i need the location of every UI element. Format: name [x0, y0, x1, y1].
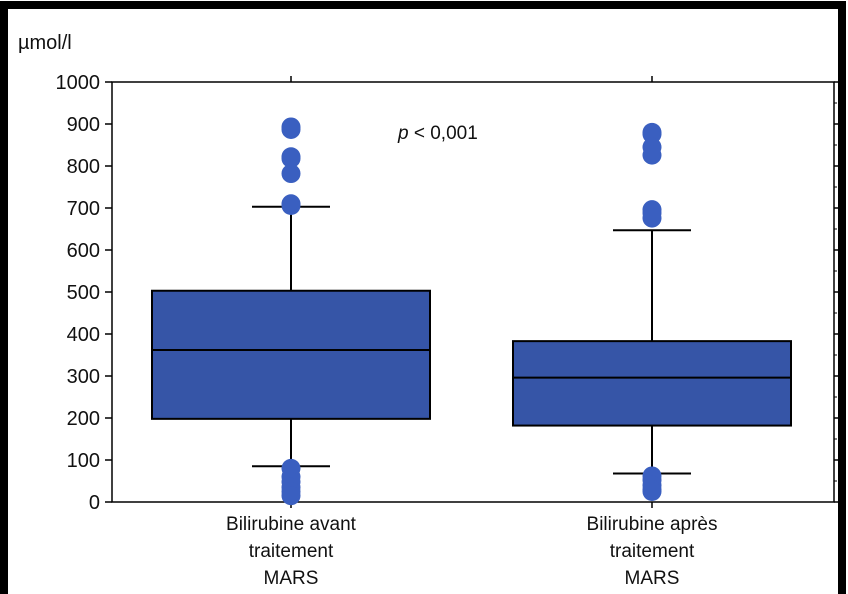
p-value-annotation: p < 0,001 [397, 123, 478, 144]
y-tick-label: 800 [67, 156, 100, 178]
p-value-text: < 0,001 [409, 123, 478, 144]
y-tick-label: 700 [67, 198, 100, 220]
x-category-label-line: MARS [625, 568, 680, 589]
y-tick-label: 600 [67, 240, 100, 262]
y-tick-label: 500 [67, 282, 100, 304]
boxplot-marks [151, 76, 792, 508]
outlier-point [642, 124, 662, 144]
y-tick-label: 300 [67, 366, 100, 388]
box-group-2 [512, 76, 792, 508]
y-tick-label: 400 [67, 324, 100, 346]
box-group-1 [151, 76, 431, 508]
outlier-point [642, 482, 662, 501]
outlier-point [281, 486, 301, 506]
iqr-box [512, 340, 792, 427]
outlier-point [281, 164, 301, 184]
x-axis-labels: Bilirubine avant traitement MARS Bilirubine… [226, 514, 717, 589]
outlier-point [642, 145, 662, 165]
p-value-symbol: p [397, 123, 409, 144]
y-axis: 0 100 200 300 400 500 600 700 800 900 1000 [56, 72, 840, 514]
x-category-label-line: Bilirubine avant [226, 514, 357, 535]
outlier-point [281, 148, 301, 168]
y-tick-label: 0 [89, 492, 100, 514]
x-category-label-line: traitement [610, 541, 695, 562]
outlier-point [281, 195, 301, 215]
x-category-label-line: MARS [264, 568, 319, 589]
outlier-point [642, 208, 662, 228]
outlier-point [281, 119, 301, 139]
y-tick-label: 200 [67, 408, 100, 430]
y-tick-label: 1000 [56, 72, 101, 94]
y-axis-unit-label: µmol/l [18, 32, 72, 54]
x-category-label-line: Bilirubine après [587, 514, 718, 535]
y-tick-label: 100 [67, 450, 100, 472]
x-category-label-line: traitement [249, 541, 334, 562]
iqr-box [151, 289, 431, 420]
y-tick-label: 900 [67, 114, 100, 136]
